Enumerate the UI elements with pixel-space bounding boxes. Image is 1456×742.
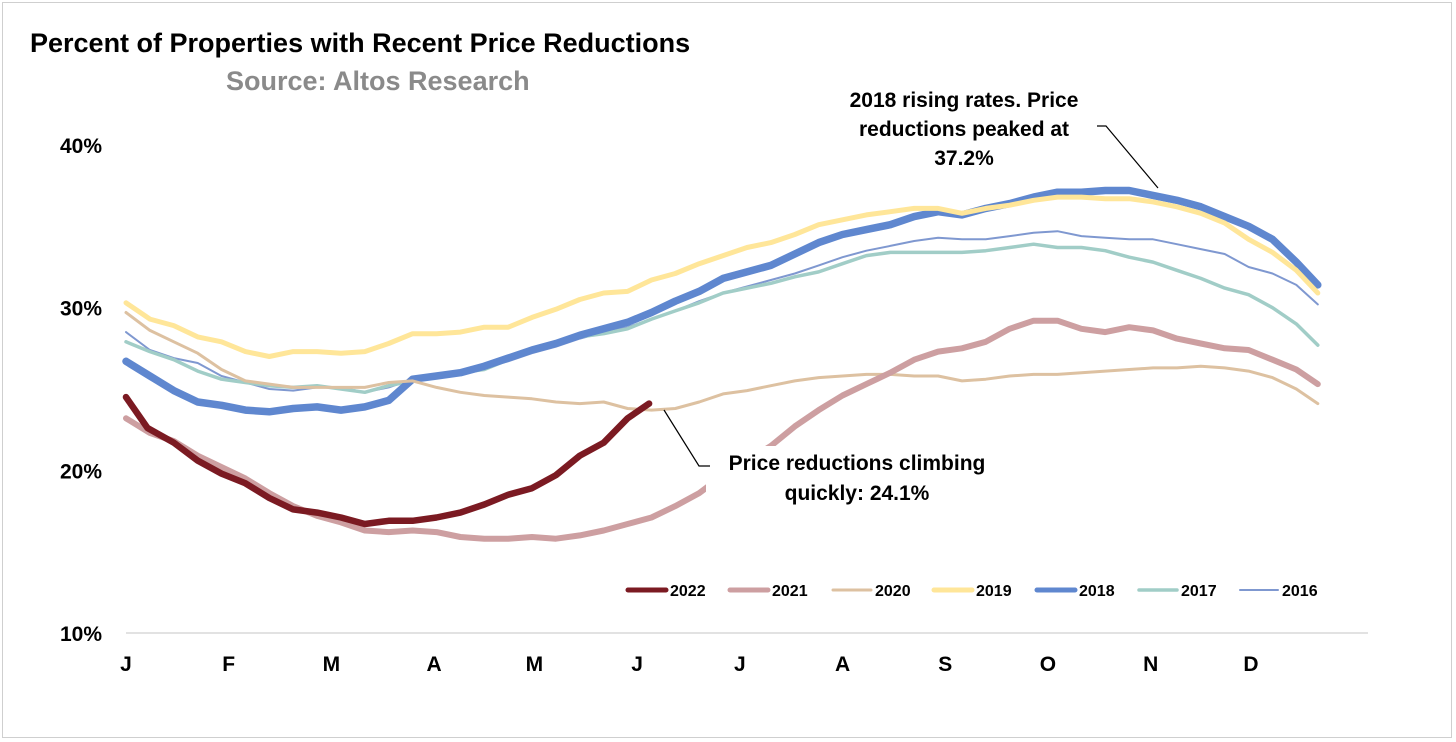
x-tick-label: A [427, 653, 442, 676]
annotation-2018-leader [1097, 125, 1159, 189]
series-line-2022 [122, 393, 653, 528]
x-tick-label: J [120, 653, 132, 676]
legend-label-2018: 2018 [1079, 583, 1115, 600]
legend-label-2016: 2016 [1282, 583, 1318, 600]
x-tick-label: O [1040, 653, 1056, 676]
series-line-2018 [122, 186, 1322, 416]
legend-label-2022: 2022 [670, 583, 706, 600]
annotation-2018-line-3: 37.2% [934, 147, 994, 170]
series-line-2019 [123, 194, 1321, 359]
x-tick-label: J [734, 653, 746, 676]
x-tick-label: S [938, 653, 952, 676]
chart-subtitle: Source: Altos Research [226, 66, 530, 96]
x-tick-label: M [526, 653, 544, 676]
legend: 2022 2021 2020 2019 2018 2017 2016 [625, 583, 1318, 600]
x-tick-label: A [835, 653, 850, 676]
annotation-2018-line-1: 2018 rising rates. Price [850, 89, 1079, 112]
y-tick-label: 40% [60, 135, 102, 158]
series-layer [122, 186, 1322, 542]
y-tick-label: 10% [60, 623, 102, 646]
x-tick-label: N [1143, 653, 1158, 676]
annotation-2022-background [706, 446, 1006, 510]
axes: 10% 20% 30% 40% J F M A M J J A S O N D [60, 135, 1368, 676]
y-tick-label: 30% [60, 298, 102, 321]
annotation-2022-line-1: Price reductions climbing [729, 452, 986, 475]
annotation-2022-leader [663, 409, 710, 467]
annotation-2018-line-2: reductions peaked at [859, 118, 1069, 141]
legend-label-2019: 2019 [976, 583, 1012, 600]
series-line-2020 [124, 311, 1320, 412]
x-tick-label: M [323, 653, 341, 676]
annotation-2022-line-2: quickly: 24.1% [785, 482, 930, 505]
x-tick-label: D [1243, 653, 1258, 676]
annotation-layer: 2018 rising rates. Price reductions peak… [663, 84, 1159, 510]
legend-label-2021: 2021 [772, 583, 808, 600]
chart-title: Percent of Properties with Recent Price … [30, 28, 691, 58]
x-tick-label: F [222, 653, 235, 676]
x-tick-label: J [631, 653, 643, 676]
legend-label-2020: 2020 [875, 583, 911, 600]
annotation-2018-background [818, 84, 1110, 176]
legend-label-2017: 2017 [1181, 583, 1217, 600]
y-tick-label: 20% [60, 460, 102, 483]
